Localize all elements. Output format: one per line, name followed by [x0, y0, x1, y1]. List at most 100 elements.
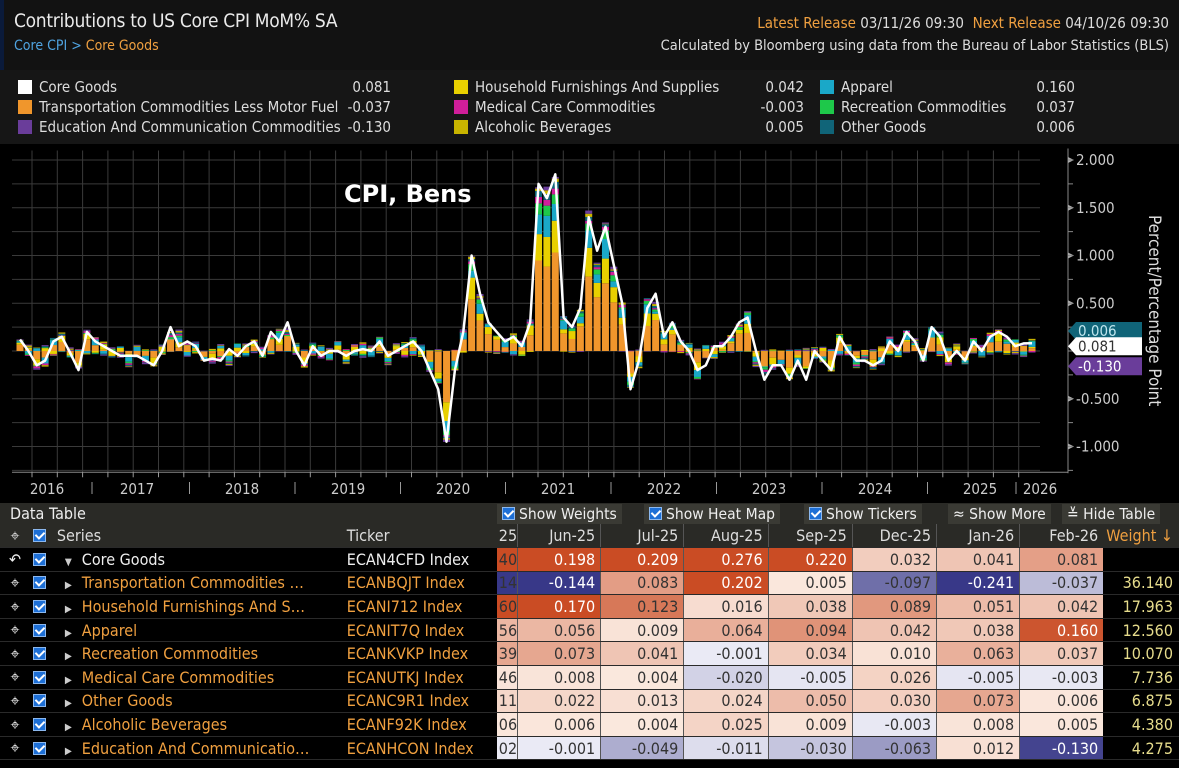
crosshair-icon[interactable]: ⌖ — [0, 665, 31, 690]
bar-segment — [811, 356, 819, 359]
crosshair-icon[interactable]: ⌖ — [0, 712, 31, 737]
ticker[interactable]: ECANUTKJ Index — [343, 665, 498, 690]
table-row[interactable]: ⌖ ▶ Other Goods ECANC9R1 Index 11 0.022 0.013 0… — [0, 689, 1179, 714]
expand-icon[interactable]: ▶ — [64, 745, 72, 757]
row-checkbox[interactable] — [30, 571, 54, 596]
legend-item[interactable]: Education And Communication Commodities -… — [18, 117, 391, 137]
expand-icon[interactable]: ▶ — [64, 627, 72, 639]
value-cell: 0.073 — [517, 641, 601, 667]
series-name[interactable]: ▶ Household Furnishings And S… — [53, 594, 344, 619]
column-header-date[interactable]: Dec-25 — [851, 524, 937, 549]
crosshair-icon[interactable]: ⌖ — [0, 618, 31, 643]
ticker[interactable]: ECANKVKP Index — [343, 641, 498, 667]
ticker[interactable]: ECANHCON Index — [343, 736, 498, 761]
bar-segment — [961, 362, 969, 364]
column-header-date[interactable]: Aug-25 — [683, 524, 769, 549]
row-checkbox[interactable] — [30, 547, 54, 572]
show-tickers-toggle[interactable]: Show Tickers — [804, 504, 922, 524]
expand-icon[interactable]: ▶ — [64, 604, 72, 616]
table-row[interactable]: ⌖ ▶ Education And Communicatio… ECANHCON In… — [0, 736, 1179, 761]
table-row[interactable]: ⌖ ▶ Apparel ECANIT7Q Index 56 0.056 0.009 0.064… — [0, 618, 1179, 643]
column-header-series[interactable]: Series — [53, 524, 344, 549]
table-row[interactable]: ⌖ ▶ Medical Care Commodities ECANUTKJ Index… — [0, 665, 1179, 690]
ticker[interactable]: ECANI712 Index — [343, 594, 498, 619]
series-name[interactable]: ▼ Core Goods — [53, 547, 344, 572]
column-header-weight[interactable]: Weight ↓ — [1103, 524, 1179, 549]
series-name[interactable]: ▶ Alcoholic Beverages — [53, 712, 344, 737]
expand-icon[interactable]: ▶ — [64, 698, 72, 710]
legend-item[interactable]: Recreation Commodities 0.037 — [820, 97, 1075, 117]
bar-segment — [861, 349, 869, 351]
expand-icon[interactable]: ▶ — [64, 722, 72, 734]
ticker[interactable]: ECANBQJT Index — [343, 571, 498, 596]
bar-segment — [719, 343, 727, 345]
hide-table-button[interactable]: ≚ Hide Table — [1062, 504, 1161, 524]
ticker[interactable]: ECANF92K Index — [343, 712, 498, 737]
legend-item[interactable]: Core Goods 0.081 — [18, 77, 391, 97]
crosshair-icon[interactable]: ⌖ — [0, 689, 31, 714]
ticker[interactable]: ECANC9R1 Index — [343, 689, 498, 714]
table-row[interactable]: ↶ ▼ Core Goods ECAN4CFD Index 40 0.198 0.209 0.… — [0, 547, 1179, 572]
select-all-checkbox[interactable] — [30, 524, 54, 549]
bar-segment — [342, 350, 350, 351]
column-header-date[interactable]: Jul-25 — [600, 524, 684, 549]
bar-segment — [769, 349, 777, 351]
breadcrumb-parent[interactable]: Core CPI — [14, 38, 68, 54]
undo-icon[interactable]: ↶ — [0, 547, 31, 572]
legend-item[interactable]: Household Furnishings And Supplies 0.042 — [454, 77, 804, 97]
legend-item[interactable]: Apparel 0.160 — [820, 77, 1075, 97]
bar-segment — [100, 343, 108, 345]
column-header-date[interactable]: Feb-26 — [1019, 524, 1104, 549]
bar-segment — [852, 355, 860, 359]
bar-segment — [568, 351, 576, 352]
bar-segment — [91, 337, 99, 340]
bar-segment — [869, 369, 877, 370]
ticker[interactable]: ECANIT7Q Index — [343, 618, 498, 643]
series-name[interactable]: ▶ Education And Communicatio… — [53, 736, 344, 761]
column-header-date[interactable]: Jan-26 — [936, 524, 1020, 549]
bar-segment — [961, 363, 969, 365]
table-row[interactable]: ⌖ ▶ Transportation Commodities … ECANBQJT I… — [0, 571, 1179, 596]
series-name[interactable]: ▶ Medical Care Commodities — [53, 665, 344, 690]
row-checkbox[interactable] — [30, 618, 54, 643]
series-name[interactable]: ▶ Other Goods — [53, 689, 344, 714]
bar-segment — [693, 351, 701, 363]
show-more-button[interactable]: ≈ Show More — [948, 504, 1051, 524]
crosshair-icon[interactable]: ⌖ — [0, 641, 31, 667]
legend-item[interactable]: Transportation Commodities Less Motor Fu… — [18, 97, 391, 117]
bar-segment — [1003, 343, 1011, 351]
expand-icon[interactable]: ▶ — [64, 674, 72, 686]
row-checkbox[interactable] — [30, 712, 54, 737]
expand-icon[interactable]: ▶ — [64, 580, 72, 592]
row-checkbox[interactable] — [30, 736, 54, 761]
column-header-ticker[interactable]: Ticker — [343, 524, 498, 549]
bar-segment — [384, 362, 392, 364]
column-header-date[interactable]: Jun-25 — [517, 524, 601, 549]
crosshair-icon[interactable]: ⌖ — [0, 594, 31, 619]
series-name[interactable]: ▶ Recreation Commodities — [53, 641, 344, 667]
legend-item[interactable]: Medical Care Commodities -0.003 — [454, 97, 804, 117]
collapse-icon[interactable]: ▼ — [64, 556, 72, 568]
ticker[interactable]: ECAN4CFD Index — [343, 547, 498, 572]
show-heat-map-toggle[interactable]: Show Heat Map — [644, 504, 780, 524]
bar-segment — [292, 343, 300, 345]
series-name[interactable]: ▶ Apparel — [53, 618, 344, 643]
legend-item[interactable]: Other Goods 0.006 — [820, 117, 1075, 137]
bar-segment — [1028, 346, 1036, 349]
table-row[interactable]: ⌖ ▶ Household Furnishings And S… ECANI712 I… — [0, 594, 1179, 619]
series-name[interactable]: ▶ Transportation Commodities … — [53, 571, 344, 596]
expand-icon[interactable]: ▶ — [64, 651, 72, 663]
crosshair-icon[interactable]: ⌖ — [0, 571, 31, 596]
table-row[interactable]: ⌖ ▶ Recreation Commodities ECANKVKP Index 39… — [0, 641, 1179, 667]
legend-item[interactable]: Alcoholic Beverages 0.005 — [454, 117, 804, 137]
table-row[interactable]: ⌖ ▶ Alcoholic Beverages ECANF92K Index 06 0.0… — [0, 712, 1179, 737]
column-header-date[interactable]: Sep-25 — [767, 524, 853, 549]
row-checkbox[interactable] — [30, 641, 54, 667]
row-checkbox[interactable] — [30, 594, 54, 619]
row-checkbox[interactable] — [30, 689, 54, 714]
bar-segment — [995, 351, 1003, 352]
row-checkbox[interactable] — [30, 665, 54, 690]
crosshair-icon[interactable]: ⌖ — [0, 736, 31, 761]
show-weights-toggle[interactable]: Show Weights — [497, 504, 622, 524]
crosshair-icon[interactable]: ⌖ — [0, 524, 31, 549]
